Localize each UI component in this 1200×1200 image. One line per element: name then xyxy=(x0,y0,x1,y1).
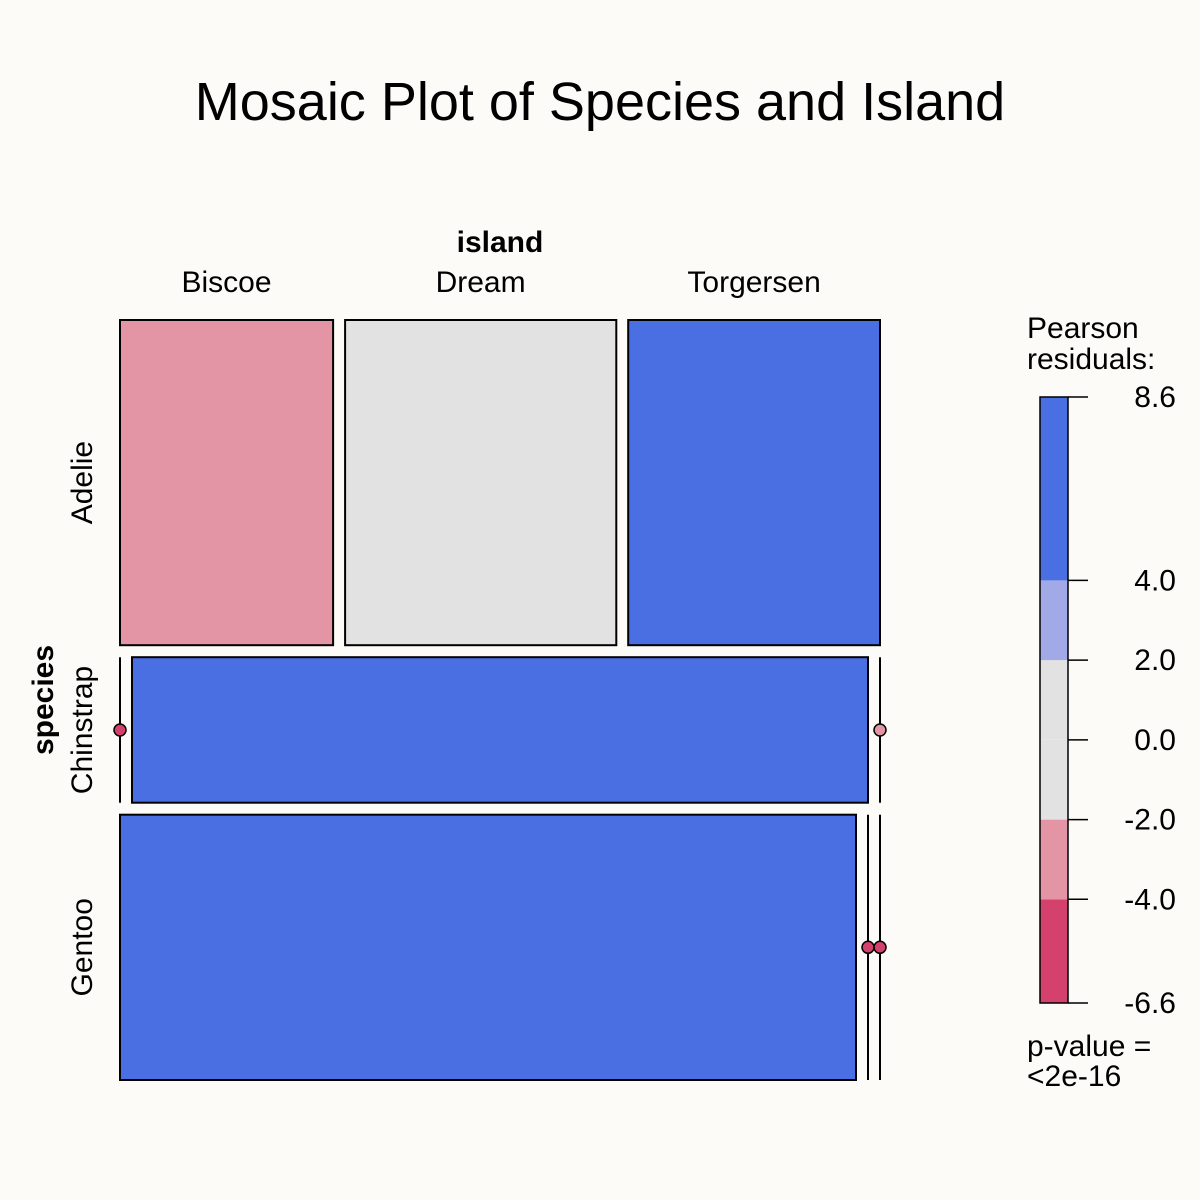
tile-adelie-biscoe xyxy=(119,319,335,647)
tile-adelie-torgersen xyxy=(627,319,882,647)
tile-chinstrap-torgersen-empty-marker xyxy=(873,723,887,737)
tile-gentoo-torgersen-empty-marker xyxy=(873,940,887,955)
legend-tick-label: -6.6 xyxy=(1124,987,1176,1020)
residual-legend: Pearson residuals: -6.6 -4.0 -2.0 0.0 2.0 4.0… xyxy=(1027,312,1176,1093)
legend-band xyxy=(1040,660,1068,740)
pvalue-line2: <2e-16 xyxy=(1027,1060,1121,1093)
col-label-biscoe: Biscoe xyxy=(181,266,271,299)
mosaic-tiles xyxy=(113,319,887,1081)
legend-tick-label: 8.6 xyxy=(1134,381,1176,414)
legend-tick-label: 4.0 xyxy=(1134,564,1176,597)
column-labels: Biscoe Dream Torgersen xyxy=(181,266,820,299)
pvalue-line1: p-value = xyxy=(1027,1030,1151,1063)
col-label-dream: Dream xyxy=(436,266,526,299)
row-label-chinstrap: Chinstrap xyxy=(66,666,99,794)
row-label-adelie: Adelie xyxy=(66,441,99,524)
tile-adelie-dream xyxy=(344,319,618,647)
tile-chinstrap-biscoe-empty-marker xyxy=(113,723,127,737)
legend-band xyxy=(1040,819,1068,900)
tile-gentoo-biscoe xyxy=(119,813,857,1081)
legend-band xyxy=(1040,580,1068,661)
tile-gentoo-dream-empty-marker xyxy=(861,940,875,955)
legend-tick-label: 2.0 xyxy=(1134,644,1176,677)
col-variable-label: island xyxy=(457,226,544,259)
legend-title-line1: Pearson xyxy=(1027,312,1139,345)
legend-frame xyxy=(1039,396,1069,1004)
legend-tick-label: -2.0 xyxy=(1124,804,1176,837)
col-label-torgersen: Torgersen xyxy=(687,266,820,299)
tile-chinstrap-dream xyxy=(131,656,869,804)
row-variable-label: species xyxy=(27,645,60,755)
legend-band xyxy=(1040,397,1068,581)
row-label-gentoo: Gentoo xyxy=(66,898,99,996)
chart-title: Mosaic Plot of Species and Island xyxy=(195,72,1005,132)
legend-band xyxy=(1040,899,1068,1003)
legend-title-line2: residuals: xyxy=(1027,343,1155,376)
legend-tick-label: -4.0 xyxy=(1124,883,1176,916)
row-labels: Adelie Chinstrap Gentoo xyxy=(66,441,99,997)
legend-tick-label: 0.0 xyxy=(1134,724,1176,757)
legend-band xyxy=(1040,739,1068,820)
